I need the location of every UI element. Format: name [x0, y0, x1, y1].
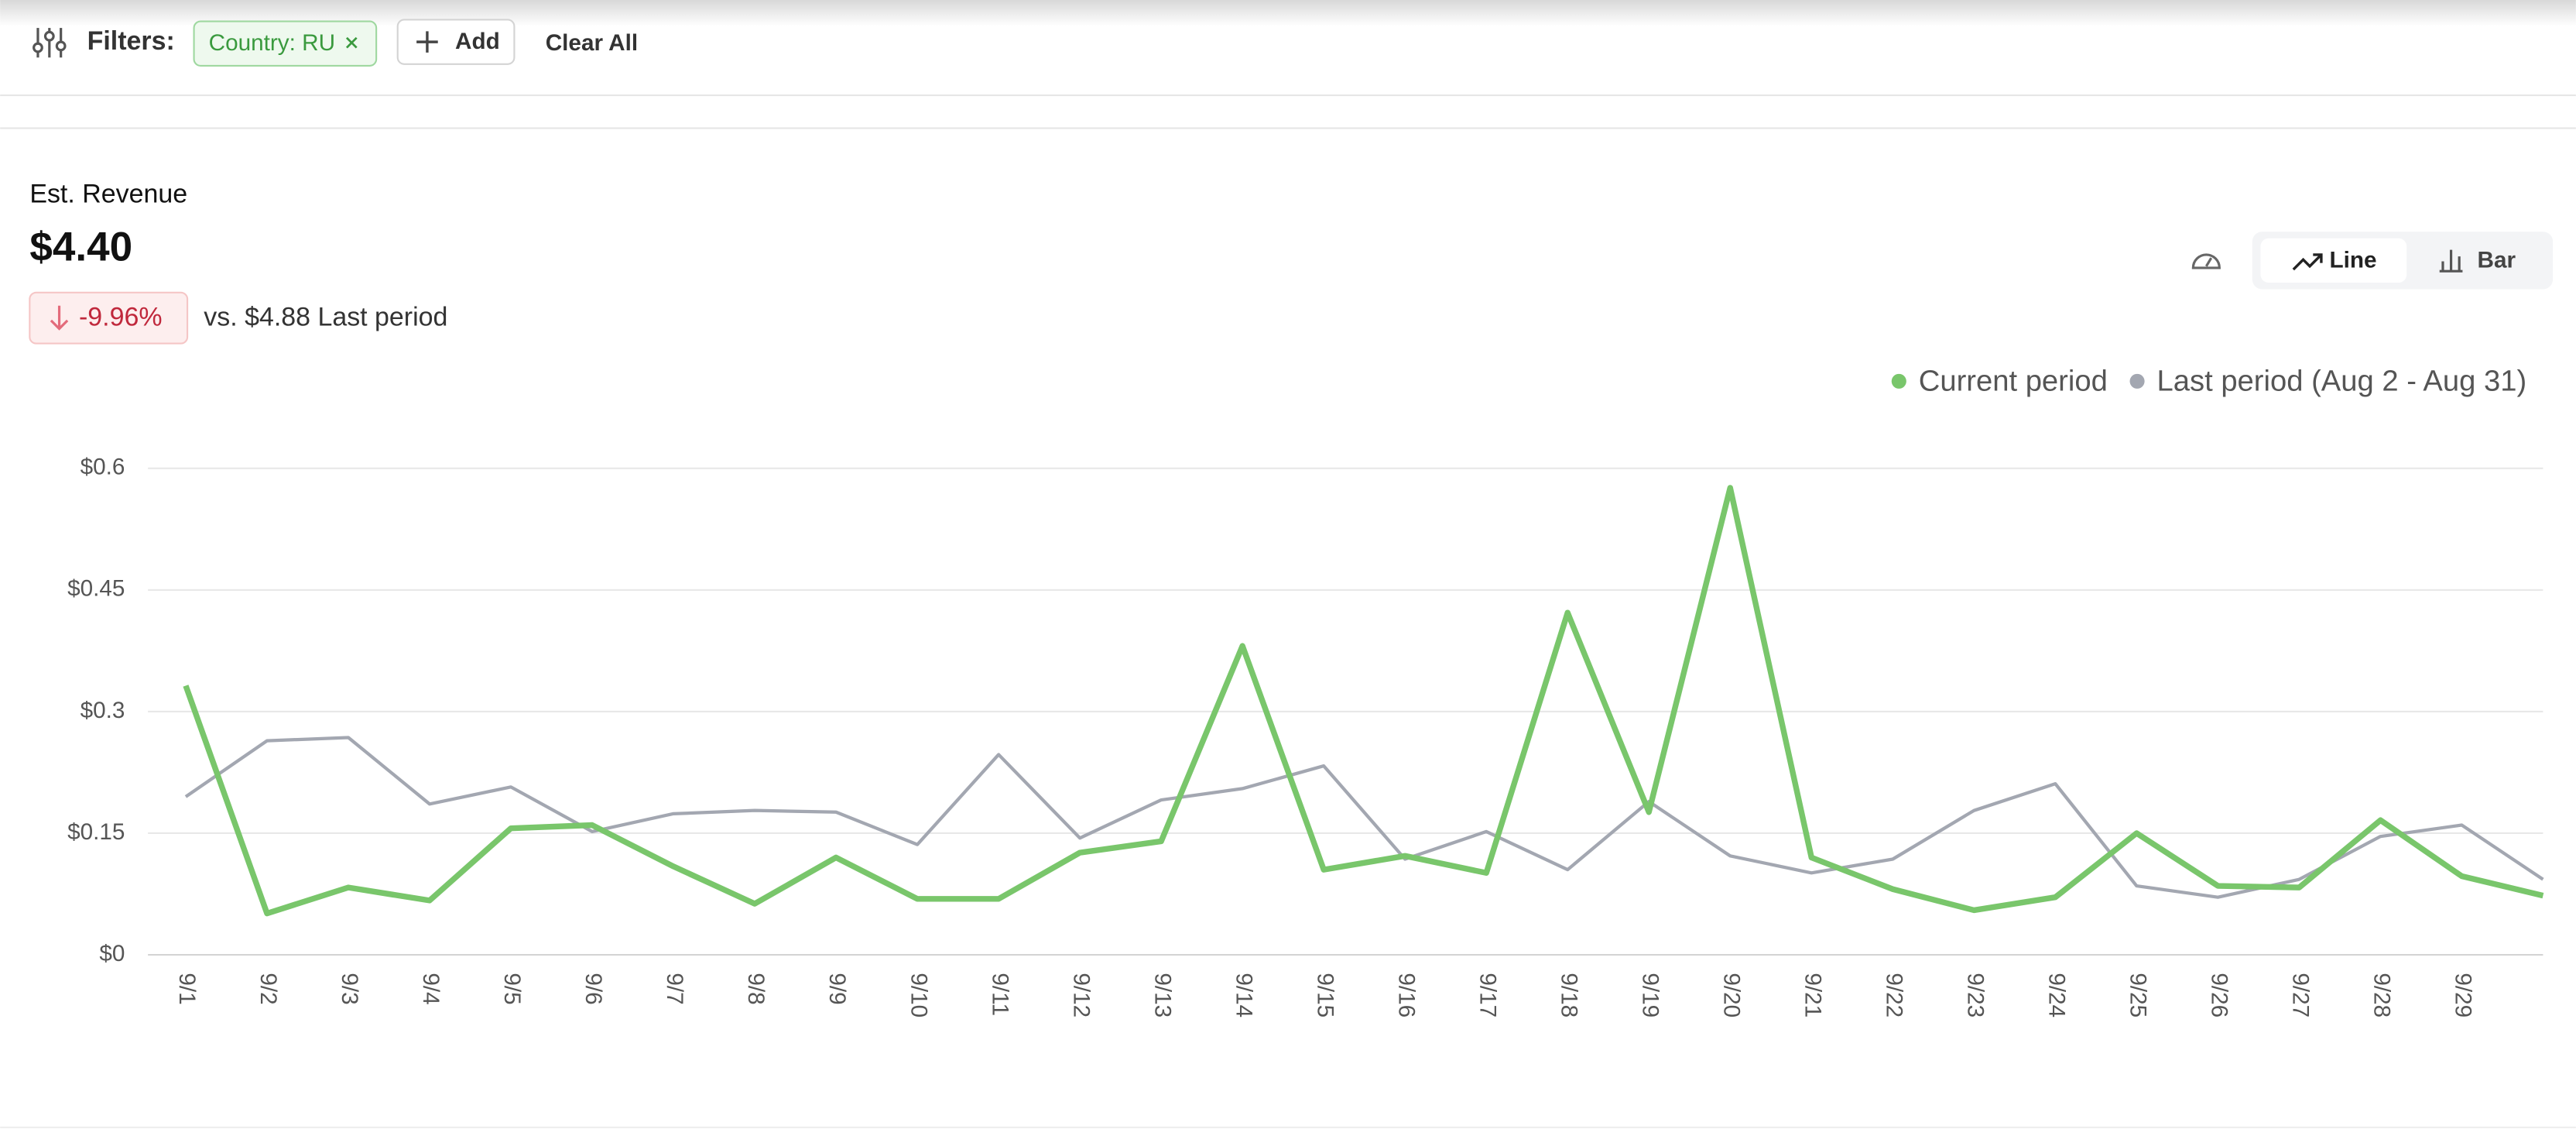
x-tick-label: 9/15 — [1312, 973, 1338, 1017]
y-tick-label: $0.15 — [67, 819, 125, 845]
x-tick-label: 9/27 — [2288, 973, 2314, 1017]
x-tick-label: 9/18 — [1556, 973, 1581, 1017]
legend-swatch — [2129, 373, 2145, 389]
x-tick-label: 9/23 — [1962, 973, 1988, 1017]
clear-all[interactable]: Clear All — [546, 30, 638, 56]
x-tick-label: 9/19 — [1637, 973, 1663, 1017]
x-tick-label: 9/4 — [418, 973, 444, 1004]
y-tick-label: $0.6 — [80, 455, 125, 480]
x-tick-label: 9/25 — [2125, 973, 2150, 1017]
x-tick-label: 9/13 — [1149, 973, 1175, 1017]
y-tick-label: $0.3 — [80, 698, 125, 723]
metric-title: Est. Revenue — [29, 180, 187, 209]
x-tick-label: 9/7 — [662, 973, 687, 1004]
chart: $0 $0.15 $0.3 $0.45 $0.6 9/1 9/2 9/3 9/4 9/5 9/6 9/… — [67, 365, 2544, 1017]
x-tick-label: 9/20 — [1718, 973, 1744, 1017]
comparison-text: vs. $4.88 Last period — [204, 303, 447, 332]
x-tick-label: 9/12 — [1068, 973, 1094, 1017]
gauge-icon[interactable] — [2191, 253, 2221, 269]
metric-value: $4.40 — [29, 225, 132, 270]
x-tick-label: 9/11 — [987, 973, 1012, 1016]
legend-label: Last period (Aug 2 - Aug 31) — [2157, 365, 2527, 398]
add-button[interactable]: Add — [396, 19, 516, 65]
legend-item: Last period (Aug 2 - Aug 31) — [2129, 365, 2527, 398]
x-tick-label: 9/29 — [2451, 973, 2476, 1017]
top-shadow — [0, 0, 2576, 26]
x-tick-label: 9/24 — [2043, 973, 2069, 1017]
x-tick-label: 9/5 — [499, 973, 525, 1004]
x-tick-label: 9/8 — [743, 973, 769, 1004]
x-tick-label: 9/2 — [255, 973, 281, 1004]
legend-label: Current period — [1919, 365, 2108, 398]
y-tick-label: $0 — [99, 941, 125, 966]
legend-swatch — [1891, 373, 1906, 389]
x-tick-label: 9/17 — [1475, 973, 1500, 1017]
x-tick-label: 9/1 — [174, 973, 200, 1004]
x-tick-label: 9/3 — [337, 973, 362, 1004]
x-tick-label: 9/21 — [1800, 973, 1825, 1017]
change-text: -9.96% — [79, 303, 163, 332]
toggle-text: Line — [2330, 247, 2377, 273]
filters-label: Filters: — [87, 26, 175, 56]
y-tick-label: $0.45 — [67, 576, 125, 602]
line-toggle[interactable]: Line — [2260, 238, 2407, 283]
toggle-text: Bar — [2478, 247, 2516, 273]
down-arrow — [50, 305, 69, 331]
x-tick-label: 9/22 — [1881, 973, 1906, 1017]
chip-text: Country: RU — [209, 30, 335, 56]
x-tick-label: 9/9 — [824, 973, 850, 1004]
series-line — [183, 485, 2544, 917]
x-tick-label: 9/14 — [1231, 973, 1256, 1017]
bar-toggle[interactable]: Bar — [2439, 247, 2516, 273]
x-tick-label: 9/16 — [1393, 973, 1419, 1017]
x-tick-label: 9/10 — [906, 973, 931, 1017]
filter-icon[interactable] — [33, 28, 67, 58]
change-badge — [29, 291, 189, 345]
add-text: Add — [455, 29, 500, 54]
x-tick-label: 9/26 — [2207, 973, 2232, 1017]
series-line — [184, 736, 2544, 899]
legend-item: Current period — [1891, 365, 2108, 398]
x-tick-label: 9/6 — [581, 973, 606, 1004]
filter-chip[interactable]: Country: RU — [193, 20, 378, 67]
x-tick-label: 9/28 — [2369, 973, 2395, 1017]
